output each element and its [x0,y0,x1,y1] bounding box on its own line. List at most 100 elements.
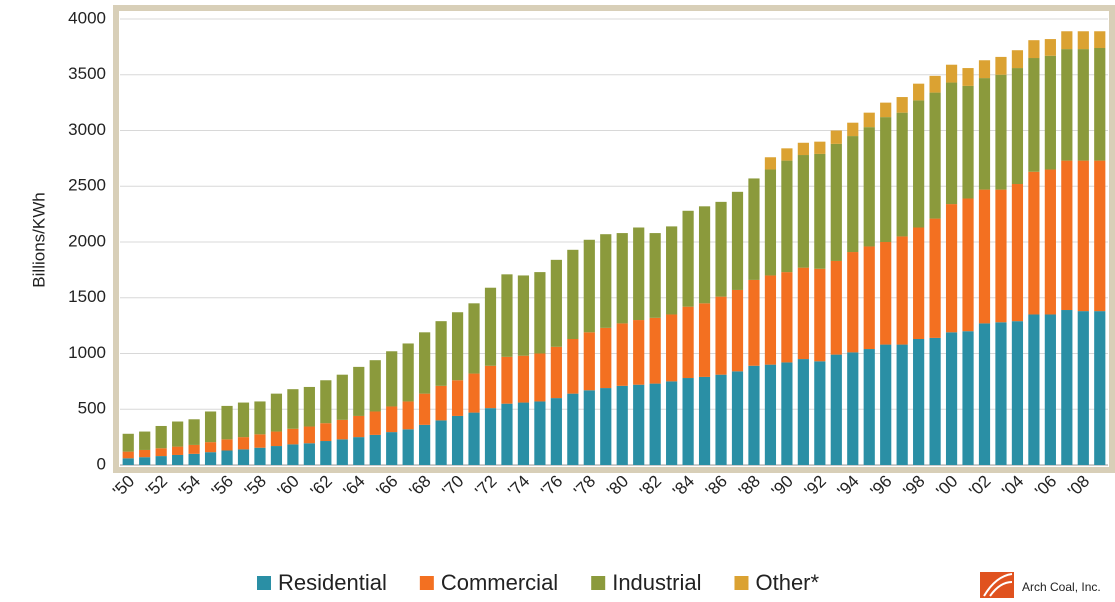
legend-swatch [257,576,271,590]
bar-segment [402,429,414,465]
bar-segment [896,344,908,465]
bar-segment [764,157,777,170]
bar-segment [731,191,744,290]
bar-segment [666,226,678,315]
x-tick-label: '94 [834,472,863,501]
bar-segment [122,433,134,452]
bar-segment [567,249,579,340]
x-tick-label: '86 [702,472,731,501]
bar-segment [1044,314,1056,465]
bar-segment [155,448,167,457]
bar-segment [122,451,134,459]
bar-segment [616,233,628,324]
bar-segment [945,204,958,333]
x-tick-label: '78 [570,472,599,501]
bar-segment [748,178,760,280]
x-tick-label: '98 [900,472,929,501]
x-tick-label: '76 [537,472,566,501]
bar-segment [204,452,217,465]
bar-segment [880,344,892,465]
bar-segment [797,359,809,465]
bar-segment [550,259,562,347]
bar-segment [550,398,562,465]
bar-segment [847,136,859,253]
bar-segment [1011,50,1024,69]
x-tick-label: '80 [603,472,632,501]
bar-segment [287,389,299,429]
bar-segment [254,447,266,465]
bar-segment [880,117,892,242]
bar-segment [715,296,727,375]
bar-segment [484,365,497,409]
bar-segment [945,82,958,205]
bar-segment [1044,169,1056,315]
bar-segment [534,353,546,402]
bar-segment [945,332,958,465]
bar-segment [649,233,661,318]
bar-segment [237,402,250,438]
bar-segment [1094,31,1106,48]
bar-segment [731,289,744,372]
bar-segment [155,425,167,449]
bar-segment [320,441,332,465]
bar-segment [945,64,958,83]
x-tick-label: '54 [175,472,204,501]
bar-segment [633,320,645,385]
bar-segment [386,351,398,407]
bar-segment [913,339,925,465]
x-tick-label: '04 [998,472,1027,501]
bar-segment [600,388,612,465]
bar-segment [1044,39,1056,56]
bar-segment [270,431,283,447]
bar-segment [402,401,414,430]
bar-segment [600,327,612,389]
bar-segment [320,380,332,424]
bar-segment [172,421,184,447]
bar-segment [1094,47,1106,161]
legend-label: Residential [278,570,387,595]
bar-segment [698,303,711,377]
legend-swatch [734,576,749,590]
bar-segment [929,92,941,219]
bar-segment [913,227,925,340]
bar-segment [748,365,760,465]
x-tick-label: '72 [471,472,500,501]
bar-segment [929,218,941,338]
x-tick-label: '62 [307,472,336,501]
bar-segment [1061,49,1073,161]
bar-segment [270,393,283,432]
x-tick-label: '92 [801,472,830,501]
bar-segment [501,403,513,465]
bar-segment [666,381,678,465]
bar-segment [468,412,480,465]
bar-segment [369,360,381,412]
bar-segment [484,408,497,465]
x-tick-label: '58 [241,472,270,501]
bar-segment [1061,160,1073,311]
bar-segment [995,189,1007,323]
bar-segment [995,56,1007,75]
bar-segment [715,201,727,297]
bar-segment [666,314,678,382]
bar-segment [369,434,381,465]
bar-segment [237,449,250,465]
bar-segment [698,206,711,304]
y-tick-label: 2000 [68,231,106,250]
plot-frame [113,5,1115,473]
brand-logo [980,572,1014,598]
bar-segment [468,303,480,374]
bar-segment [534,401,546,465]
bar-segment [155,456,167,465]
x-tick-label: '70 [438,472,467,501]
bar-segment [764,169,777,276]
bar-segment [764,364,777,465]
y-tick-label: 1000 [68,343,106,362]
bar-segment [1077,31,1089,50]
brand-name: Arch Coal, Inc. [1022,580,1101,594]
legend-swatch [591,576,606,590]
bar-segment [781,148,793,161]
bar-segment [962,85,974,199]
bar-segment [913,100,925,228]
bar-segment [419,424,431,465]
bar-segment [353,437,365,465]
